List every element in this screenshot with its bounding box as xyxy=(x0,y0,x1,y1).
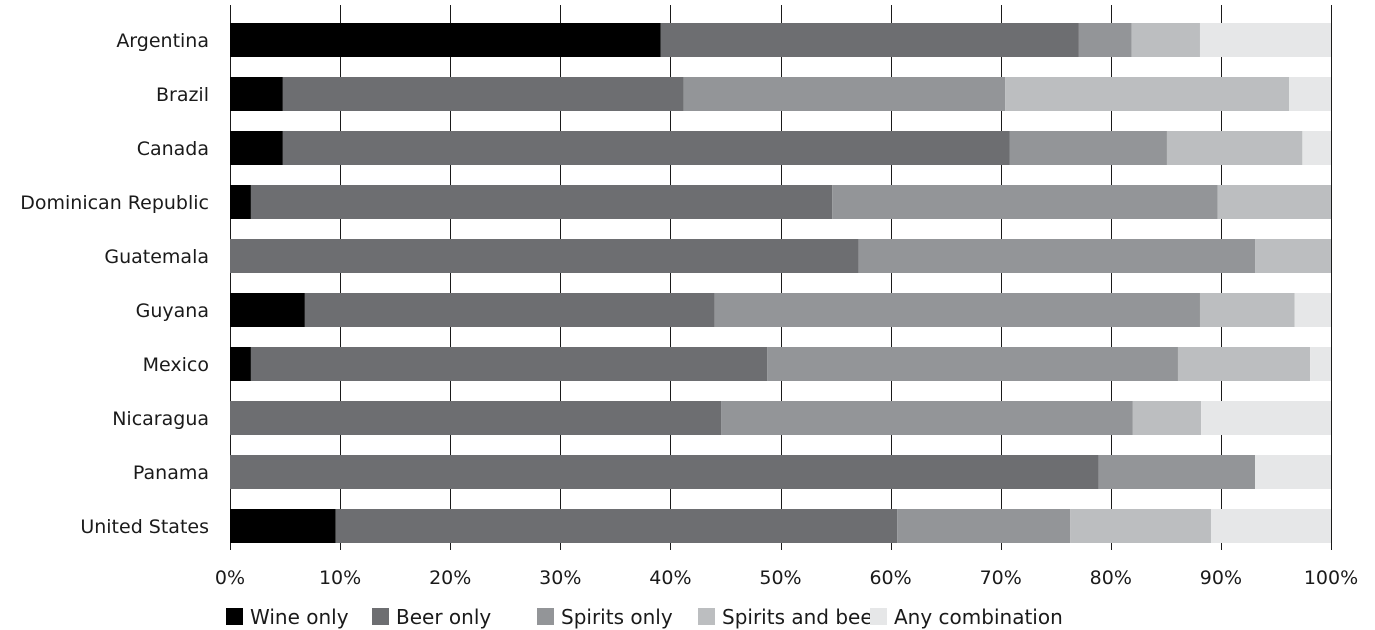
bar-segment xyxy=(1289,77,1331,111)
x-tick-label: 100% xyxy=(1304,567,1358,589)
bar-segment xyxy=(832,185,1218,219)
bar-segment xyxy=(767,347,1178,381)
bar-segment xyxy=(304,293,715,327)
category-label: Guatemala xyxy=(104,246,209,268)
legend: Wine only Beer only Spirits only Spirits an… xyxy=(226,605,1063,629)
x-tick-label: 30% xyxy=(539,567,581,589)
bar-segment xyxy=(230,347,251,381)
bar-segment xyxy=(1131,23,1200,57)
legend-label: Spirits only xyxy=(561,605,673,629)
x-tick-label: 40% xyxy=(649,567,691,589)
x-tick-label: 60% xyxy=(869,567,911,589)
bar-segment xyxy=(1294,293,1331,327)
bar-segment xyxy=(250,185,833,219)
bar-segment xyxy=(897,509,1071,543)
bar-segment xyxy=(714,293,1200,327)
bar-segment xyxy=(230,77,283,111)
category-label: Panama xyxy=(133,462,209,484)
category-label: Canada xyxy=(137,138,209,160)
x-tick-label: 20% xyxy=(429,567,471,589)
bar-segment xyxy=(230,509,336,543)
bar-segment xyxy=(1166,131,1303,165)
bars xyxy=(230,23,1331,543)
bar-segment xyxy=(230,455,1099,489)
category-label: Argentina xyxy=(116,30,209,52)
x-tick-label: 10% xyxy=(319,567,361,589)
bar-segment xyxy=(1098,455,1256,489)
bar-segment xyxy=(230,23,661,57)
legend-label: Wine only xyxy=(250,605,349,629)
legend-label: Spirits and beer xyxy=(722,605,882,629)
bar-segment xyxy=(1310,347,1331,381)
x-tick-label: 70% xyxy=(980,567,1022,589)
bar-segment xyxy=(1199,293,1295,327)
bar-segment xyxy=(230,293,305,327)
bar-segment xyxy=(282,131,1010,165)
x-tick-labels: 0% 10% 20% 30% 40% 50% 60% 70% 80% 90% 100% xyxy=(215,567,1358,589)
category-label: Mexico xyxy=(143,354,209,376)
bar-segment xyxy=(721,401,1133,435)
bar-segment xyxy=(230,185,251,219)
legend-swatch xyxy=(226,608,243,625)
category-label: Dominican Republic xyxy=(20,192,209,214)
bar-segment xyxy=(1078,23,1132,57)
bar-segment xyxy=(230,239,859,273)
category-labels: Argentina Brazil Canada Dominican Republic G… xyxy=(20,30,209,538)
bar-segment xyxy=(1217,185,1331,219)
legend-label: Any combination xyxy=(894,605,1063,629)
bar-segment xyxy=(1177,347,1311,381)
legend-swatch xyxy=(372,608,389,625)
bar-segment xyxy=(1009,131,1167,165)
legend-swatch xyxy=(537,608,554,625)
category-label: Guyana xyxy=(136,300,209,322)
bar-segment xyxy=(1255,455,1331,489)
category-label: Nicaragua xyxy=(112,408,209,430)
bar-segment xyxy=(250,347,768,381)
x-tick-label: 50% xyxy=(759,567,801,589)
bar-segment xyxy=(335,509,898,543)
bar-segment xyxy=(1199,23,1331,57)
bar-segment xyxy=(1132,401,1202,435)
x-tick-label: 0% xyxy=(215,567,245,589)
category-label: Brazil xyxy=(156,84,209,106)
x-tick-label: 80% xyxy=(1090,567,1132,589)
bar-segment xyxy=(683,77,1006,111)
bar-segment xyxy=(1201,401,1331,435)
bar-segment xyxy=(1210,509,1331,543)
bar-segment xyxy=(1070,509,1211,543)
bar-segment xyxy=(858,239,1256,273)
bar-segment xyxy=(282,77,684,111)
category-label: United States xyxy=(80,516,209,538)
legend-swatch xyxy=(698,608,715,625)
bar-segment xyxy=(1302,131,1331,165)
legend-swatch xyxy=(870,608,887,625)
x-tick-label: 90% xyxy=(1200,567,1242,589)
bar-segment xyxy=(1255,239,1331,273)
bar-segment xyxy=(1005,77,1290,111)
legend-label: Beer only xyxy=(396,605,491,629)
bar-segment xyxy=(230,131,283,165)
bar-segment xyxy=(660,23,1079,57)
bar-segment xyxy=(230,401,722,435)
